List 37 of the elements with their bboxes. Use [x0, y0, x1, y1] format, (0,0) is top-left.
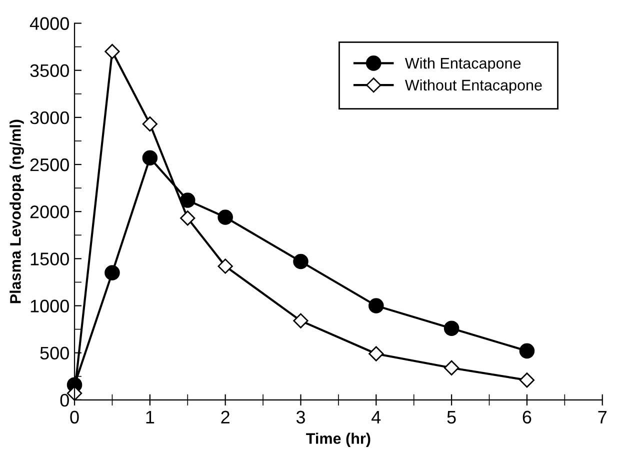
point [104, 265, 120, 280]
x-axis-title: Time (hr) [306, 432, 370, 447]
x-tick-label: 0 [70, 410, 79, 424]
y-tick-label: 4000 [30, 17, 69, 30]
point [293, 254, 308, 270]
point [519, 343, 535, 359]
y-tick-label: 1000 [30, 300, 69, 312]
point [293, 313, 308, 328]
y-tick-label: 2000 [30, 206, 69, 218]
point [104, 44, 120, 60]
x-tick-label: 5 [447, 410, 456, 424]
x-tick-label: 7 [598, 410, 606, 424]
point [444, 320, 460, 336]
point [444, 360, 460, 376]
point [368, 298, 384, 314]
y-axis-title: Plasma Levodopa (ng/ml) [10, 120, 24, 304]
x-tick-label: 3 [296, 410, 305, 424]
x-tick-label: 6 [522, 410, 532, 424]
point [368, 346, 384, 362]
y-tick-label: 2500 [30, 158, 69, 172]
y-tick-label: 500 [40, 346, 69, 360]
point [519, 372, 535, 388]
x-tick-label: 1 [146, 410, 154, 424]
point [180, 192, 196, 208]
point [218, 210, 233, 225]
legend-label: Without Entacapone [404, 79, 542, 94]
y-tick-label: 3000 [30, 111, 69, 124]
point [142, 150, 158, 166]
point [180, 210, 196, 226]
x-tick-label: 2 [221, 410, 230, 424]
point [218, 258, 233, 274]
point [142, 116, 158, 132]
y-tick-label: 3500 [30, 64, 69, 78]
y-tick-label: 0 [60, 394, 69, 407]
y-tick-label: 1500 [30, 252, 69, 266]
x-tick-label: 4 [372, 410, 381, 424]
legend-label: With Entacapone [404, 57, 521, 72]
